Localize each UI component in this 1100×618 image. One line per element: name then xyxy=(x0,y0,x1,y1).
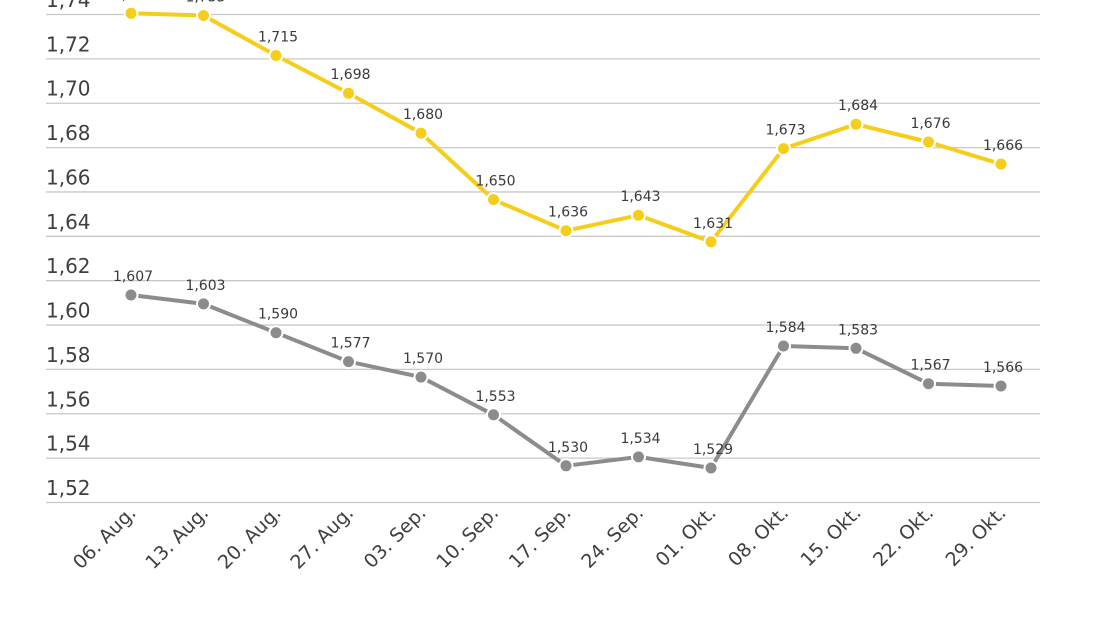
data-point xyxy=(196,8,211,23)
data-point xyxy=(341,85,356,101)
data-label: 1,553 xyxy=(475,389,515,405)
x-tick-label: 22. Okt. xyxy=(869,502,938,571)
x-tick-label: 15. Okt. xyxy=(796,502,865,571)
data-label: 1,734 xyxy=(113,0,153,3)
y-tick-label: 1,62 xyxy=(46,254,91,278)
data-point xyxy=(196,296,211,312)
data-point xyxy=(123,287,139,303)
gridlines xyxy=(46,13,1040,504)
data-point xyxy=(413,125,429,141)
x-tick-label: 13. Aug. xyxy=(141,502,213,574)
x-tick-label: 03. Sep. xyxy=(360,502,431,573)
data-label: 1,603 xyxy=(185,278,225,294)
x-tick-label: 01. Okt. xyxy=(651,502,720,571)
data-label: 1,698 xyxy=(330,67,370,83)
data-label: 1,583 xyxy=(838,322,878,338)
data-label: 1,643 xyxy=(620,189,660,205)
y-tick-label: 1,60 xyxy=(46,299,91,323)
data-label: 1,676 xyxy=(910,116,950,132)
data-point xyxy=(558,223,574,239)
data-label: 1,590 xyxy=(258,307,298,323)
data-point xyxy=(776,141,791,157)
data-point xyxy=(631,207,646,223)
series-lines xyxy=(123,5,1009,476)
x-tick-label: 20. Aug. xyxy=(214,502,286,574)
data-point xyxy=(341,354,356,370)
x-axis: 06. Aug. 13. Aug. 20. Aug. 27. Aug. 03. Sep.… xyxy=(69,502,1011,574)
y-tick-label: 1,52 xyxy=(46,476,91,500)
data-label: 1,577 xyxy=(330,336,370,352)
x-tick-label: 08. Okt. xyxy=(724,502,793,571)
data-label: 1,534 xyxy=(620,431,660,447)
data-point xyxy=(268,325,284,341)
data-label: 1,566 xyxy=(983,360,1023,376)
data-label: 1,673 xyxy=(765,123,805,139)
data-point xyxy=(413,369,429,385)
y-tick-label: 1,74 xyxy=(46,0,91,12)
y-tick-label: 1,66 xyxy=(46,165,91,189)
data-label: 1,733 xyxy=(185,0,225,6)
x-tick-label: 17. Sep. xyxy=(505,502,576,573)
data-label: 1,650 xyxy=(475,174,515,190)
y-tick-label: 1,54 xyxy=(46,432,91,456)
data-label: 1,570 xyxy=(403,351,443,367)
data-point xyxy=(921,134,936,150)
data-label: 1,684 xyxy=(838,98,878,114)
data-label: 1,530 xyxy=(548,440,588,456)
data-point xyxy=(993,378,1009,394)
data-point xyxy=(631,449,646,465)
y-tick-label: 1,64 xyxy=(46,210,91,234)
y-tick-label: 1,56 xyxy=(46,387,91,411)
data-labels: 1,734 1,733 1,715 1,698 1,680 1,650 1,636 1,643… xyxy=(113,0,1023,458)
data-point xyxy=(703,460,719,476)
data-label: 1,636 xyxy=(548,205,588,221)
y-tick-label: 1,70 xyxy=(46,77,91,101)
data-label: 1,607 xyxy=(113,269,153,285)
x-tick-label: 29. Okt. xyxy=(941,502,1010,571)
data-point xyxy=(993,156,1009,172)
data-label: 1,631 xyxy=(693,216,733,232)
data-label: 1,680 xyxy=(403,107,443,123)
data-label: 1,567 xyxy=(910,358,950,374)
data-label: 1,529 xyxy=(693,442,733,458)
data-point xyxy=(486,192,501,208)
x-tick-label: 24. Sep. xyxy=(577,502,648,573)
data-point xyxy=(776,338,791,354)
data-label: 1,666 xyxy=(983,138,1023,154)
y-tick-label: 1,58 xyxy=(46,343,91,367)
data-point xyxy=(123,5,139,21)
data-point xyxy=(848,340,864,356)
data-point xyxy=(921,376,936,392)
y-axis: 1,52 1,54 1,56 1,58 1,60 1,62 1,64 1,66 1,68 1,70… xyxy=(46,0,91,500)
data-label: 1,715 xyxy=(258,30,298,46)
data-point xyxy=(268,48,284,63)
data-point xyxy=(486,407,501,423)
x-tick-label: 06. Aug. xyxy=(69,502,141,574)
x-tick-label: 10. Sep. xyxy=(432,502,503,573)
data-point xyxy=(703,234,719,250)
y-tick-label: 1,72 xyxy=(46,32,91,56)
x-tick-label: 27. Aug. xyxy=(286,502,358,574)
data-point xyxy=(848,116,864,132)
y-tick-label: 1,68 xyxy=(46,121,91,145)
data-point xyxy=(558,458,574,474)
data-label: 1,584 xyxy=(765,320,805,336)
